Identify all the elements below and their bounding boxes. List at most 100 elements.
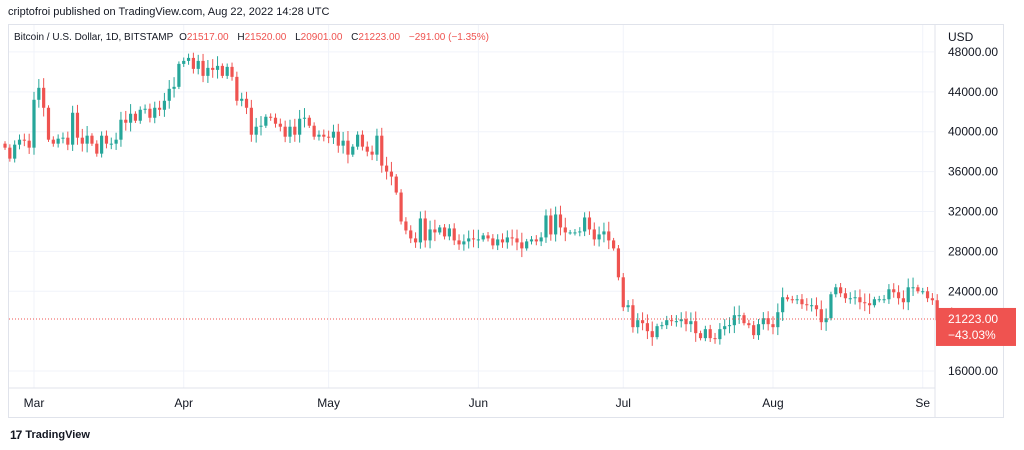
candle-body[interactable] [848, 298, 852, 300]
candle-body[interactable] [153, 107, 157, 118]
candle-body[interactable] [892, 289, 896, 293]
candle-body[interactable] [384, 165, 389, 172]
candle-body[interactable] [568, 232, 572, 234]
candle-body[interactable] [327, 136, 331, 138]
candle-body[interactable] [351, 146, 355, 155]
candle-body[interactable] [839, 287, 843, 294]
candle-body[interactable] [592, 229, 596, 240]
candle-body[interactable] [143, 108, 147, 110]
candle-body[interactable] [37, 87, 41, 100]
candle-body[interactable] [186, 57, 191, 61]
candle-body[interactable] [129, 113, 133, 123]
candle-body[interactable] [399, 192, 403, 222]
candle-body[interactable] [834, 287, 838, 295]
candle-body[interactable] [13, 144, 17, 159]
candle-body[interactable] [27, 140, 31, 148]
candle-body[interactable] [665, 320, 669, 326]
candle-body[interactable] [196, 60, 200, 69]
candle-body[interactable] [42, 87, 46, 108]
candle-body[interactable] [723, 326, 727, 330]
candle-body[interactable] [853, 297, 857, 299]
candle-body[interactable] [525, 241, 529, 249]
candle-body[interactable] [254, 126, 258, 135]
candle-body[interactable] [597, 234, 601, 240]
candle-body[interactable] [428, 229, 432, 241]
candle-body[interactable] [887, 289, 891, 300]
candle-body[interactable] [824, 318, 828, 323]
candle-body[interactable] [694, 321, 698, 334]
candle-body[interactable] [660, 325, 664, 327]
candle-body[interactable] [718, 329, 722, 340]
candle-body[interactable] [737, 315, 741, 317]
candle-body[interactable] [631, 305, 635, 328]
candle-body[interactable] [215, 65, 220, 70]
candle-body[interactable] [771, 324, 775, 328]
candle-body[interactable] [539, 237, 543, 242]
candle-body[interactable] [471, 238, 476, 240]
candle-body[interactable] [636, 320, 640, 328]
candle-body[interactable] [269, 116, 273, 118]
candle-body[interactable] [901, 298, 905, 303]
candle-body[interactable] [573, 232, 577, 234]
candle-body[interactable] [375, 135, 379, 155]
candle-body[interactable] [191, 57, 195, 69]
candle-body[interactable] [298, 118, 302, 135]
candle-body[interactable] [356, 134, 360, 147]
candle-body[interactable] [278, 123, 282, 127]
candle-body[interactable] [447, 228, 451, 237]
candle-body[interactable] [244, 98, 249, 108]
candle-body[interactable] [230, 66, 234, 77]
candle-body[interactable] [621, 277, 625, 308]
candle-body[interactable] [433, 229, 437, 233]
candle-body[interactable] [756, 324, 761, 336]
candle-body[interactable] [32, 99, 36, 148]
candle-body[interactable] [331, 131, 336, 138]
candle-body[interactable] [249, 107, 253, 135]
candle-body[interactable] [167, 88, 171, 101]
candle-body[interactable] [785, 297, 790, 300]
candle-body[interactable] [273, 117, 278, 124]
candle-body[interactable] [56, 138, 60, 144]
candle-body[interactable] [3, 143, 7, 148]
candle-body[interactable] [805, 304, 809, 306]
candle-body[interactable] [829, 294, 833, 319]
candle-body[interactable] [810, 305, 814, 307]
candle-body[interactable] [157, 107, 162, 110]
candle-body[interactable] [795, 299, 799, 301]
candle-body[interactable] [713, 338, 717, 340]
candle-body[interactable] [462, 241, 466, 245]
candle-body[interactable] [800, 299, 804, 305]
candle-body[interactable] [138, 109, 142, 121]
candle-body[interactable] [510, 237, 514, 239]
candle-body[interactable] [51, 139, 55, 144]
candle-body[interactable] [911, 287, 915, 289]
candle-body[interactable] [322, 134, 326, 137]
candle-body[interactable] [162, 100, 167, 110]
candle-body[interactable] [529, 239, 534, 242]
candle-body[interactable] [46, 107, 51, 140]
candle-body[interactable] [766, 318, 770, 325]
candle-body[interactable] [211, 67, 215, 70]
candle-body[interactable] [182, 60, 186, 64]
candle-body[interactable] [872, 299, 877, 306]
candle-body[interactable] [336, 131, 340, 146]
candle-body[interactable] [679, 319, 683, 322]
candle-body[interactable] [752, 325, 756, 336]
candle-body[interactable] [452, 228, 456, 241]
candle-body[interactable] [776, 312, 780, 328]
candle-body[interactable] [365, 146, 369, 152]
candle-body[interactable] [505, 237, 509, 243]
candle-body[interactable] [645, 323, 650, 332]
candle-body[interactable] [119, 119, 123, 140]
candle-body[interactable] [877, 299, 881, 301]
candle-body[interactable] [95, 143, 99, 154]
candle-body[interactable] [640, 320, 645, 324]
candle-body[interactable] [616, 248, 621, 278]
candle-body[interactable] [457, 240, 461, 245]
candle-body[interactable] [906, 287, 910, 303]
candle-body[interactable] [674, 321, 678, 323]
candle-body[interactable] [307, 117, 311, 126]
candle-body[interactable] [8, 147, 12, 159]
candle-body[interactable] [558, 214, 563, 228]
candle-body[interactable] [346, 140, 350, 155]
